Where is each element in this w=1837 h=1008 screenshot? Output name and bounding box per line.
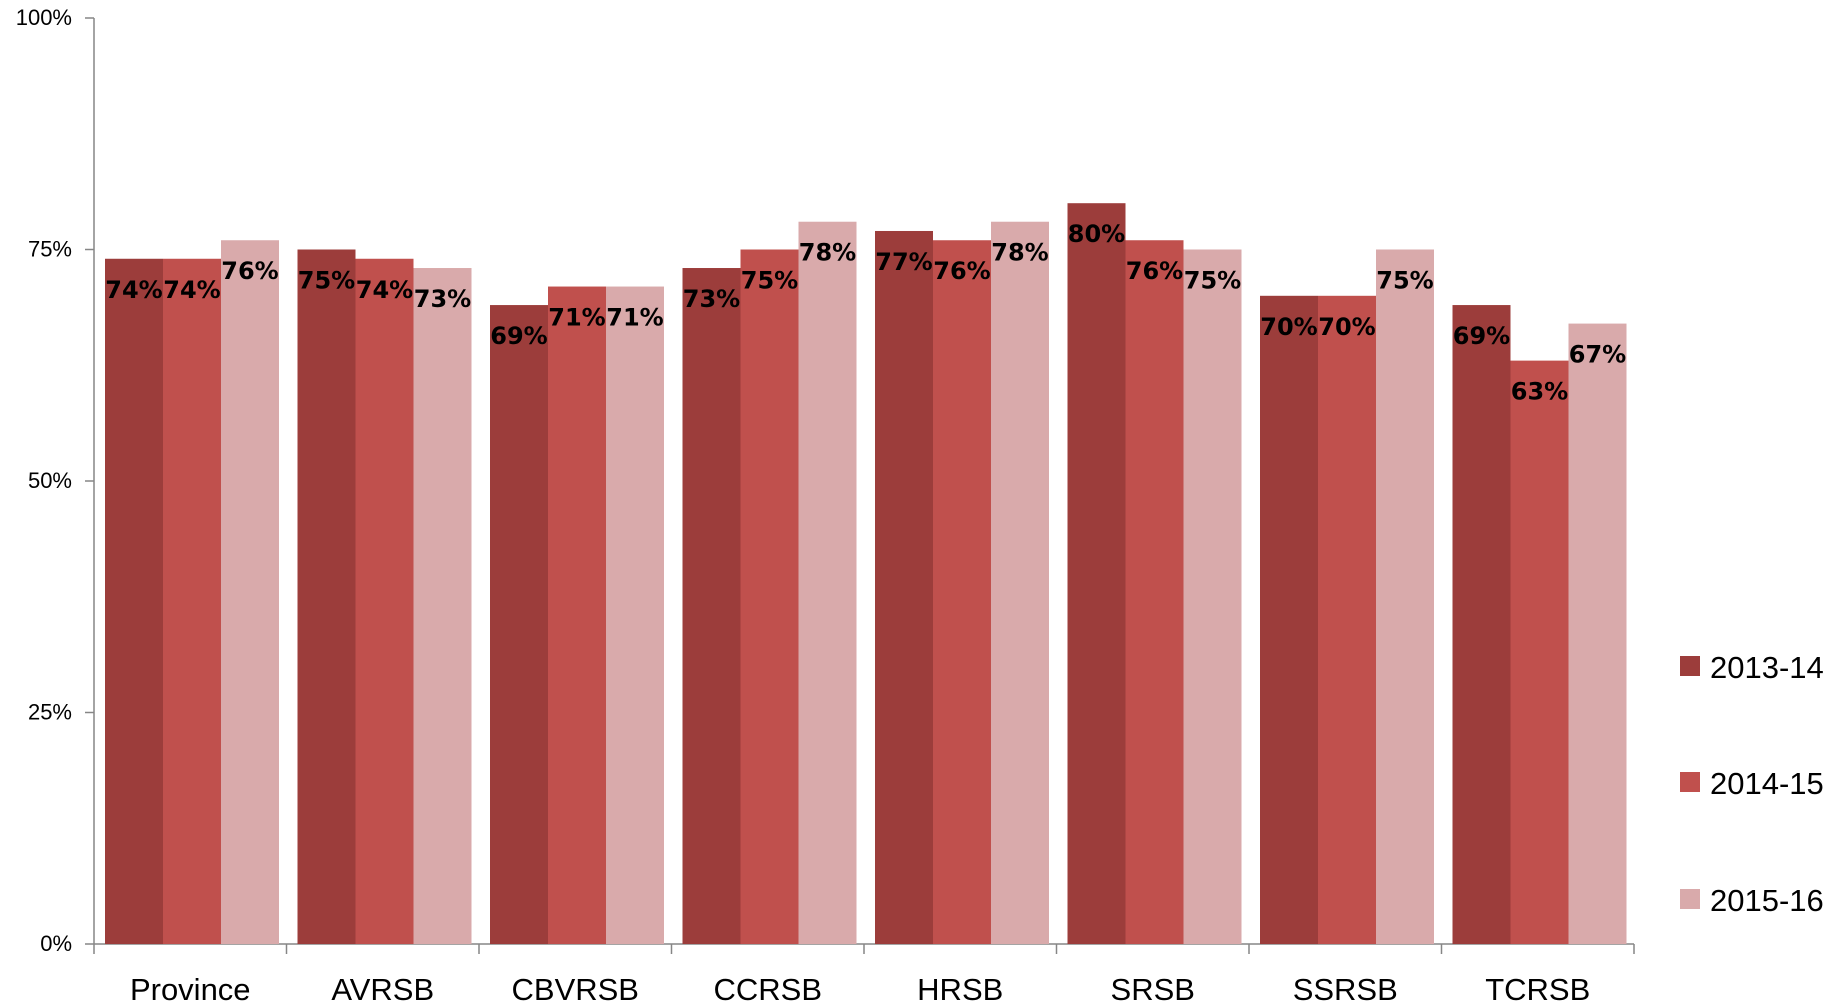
- bar: [1125, 240, 1184, 945]
- bar: [798, 221, 857, 945]
- data-label: 73%: [683, 285, 740, 313]
- bar: [548, 286, 606, 944]
- y-tick-label: 25%: [28, 700, 72, 725]
- x-tick-label: HRSB: [917, 972, 1003, 1007]
- data-label: 69%: [490, 322, 547, 350]
- data-label: 70%: [1318, 313, 1375, 341]
- bar: [740, 249, 799, 944]
- x-tick-label: Province: [130, 972, 251, 1007]
- axes: 0% 25% 50% 75% 100% Province AVRSB CBVRSB CCRSB H…: [16, 5, 1635, 1007]
- bar: [1183, 249, 1242, 944]
- bars: [105, 203, 1627, 945]
- legend: 2013-14 2014-15 2015-16: [1680, 650, 1824, 918]
- data-label: 74%: [356, 276, 413, 304]
- bar: [221, 240, 279, 945]
- bar: [355, 258, 414, 944]
- legend-swatch: [1680, 889, 1700, 909]
- bar: [1452, 305, 1511, 944]
- bar: [1067, 203, 1126, 944]
- legend-label: 2015-16: [1710, 883, 1824, 918]
- legend-swatch: [1680, 656, 1700, 676]
- data-label: 70%: [1260, 313, 1317, 341]
- data-label: 78%: [991, 239, 1048, 267]
- data-label: 67%: [1569, 341, 1626, 369]
- data-label: 69%: [1453, 322, 1510, 350]
- bar: [105, 258, 163, 944]
- data-label: 76%: [933, 257, 990, 285]
- legend-label: 2013-14: [1710, 650, 1824, 685]
- data-label: 71%: [548, 304, 605, 332]
- x-tick-label: SRSB: [1111, 972, 1195, 1007]
- bar: [490, 305, 548, 944]
- bar: [1318, 295, 1376, 944]
- bar: [1376, 249, 1434, 944]
- data-label: 63%: [1511, 378, 1568, 406]
- bar: [1260, 295, 1318, 944]
- data-label: 80%: [1068, 220, 1125, 248]
- y-tick-label: 50%: [28, 468, 72, 493]
- data-label: 74%: [163, 276, 220, 304]
- data-label: 76%: [1126, 257, 1183, 285]
- bar: [933, 240, 991, 945]
- y-tick-label: 0%: [40, 931, 72, 956]
- x-tick-label: CCRSB: [713, 972, 822, 1007]
- data-label: 73%: [414, 285, 471, 313]
- bar: [1568, 323, 1627, 945]
- data-label: 75%: [741, 267, 798, 295]
- bar: [682, 268, 741, 944]
- bar: [606, 286, 664, 944]
- data-label: 75%: [1376, 267, 1433, 295]
- x-tick-label: TCRSB: [1485, 972, 1590, 1007]
- data-label: 75%: [298, 267, 355, 295]
- y-tick-label: 100%: [16, 5, 72, 30]
- data-label: 75%: [1184, 267, 1241, 295]
- data-label: 77%: [875, 248, 932, 276]
- legend-label: 2014-15: [1710, 766, 1824, 801]
- bar: [1510, 360, 1569, 944]
- bar: [297, 249, 356, 944]
- x-tick-label: SSRSB: [1293, 972, 1398, 1007]
- data-labels: 74% 74%76% 75% 74% 73%69%71% 71%73%75%78% 77% 7…: [105, 220, 1626, 405]
- data-label: 74%: [105, 276, 162, 304]
- legend-swatch: [1680, 772, 1700, 792]
- x-tick-label: AVRSB: [331, 972, 434, 1007]
- y-tick-label: 75%: [28, 237, 72, 262]
- bar: [413, 268, 472, 944]
- data-label: 71%: [606, 304, 663, 332]
- x-tick-label: CBVRSB: [512, 972, 639, 1007]
- data-label: 76%: [221, 257, 278, 285]
- bar: [875, 230, 933, 945]
- bar: [163, 258, 221, 944]
- data-label: 78%: [799, 239, 856, 267]
- bar: [991, 221, 1049, 945]
